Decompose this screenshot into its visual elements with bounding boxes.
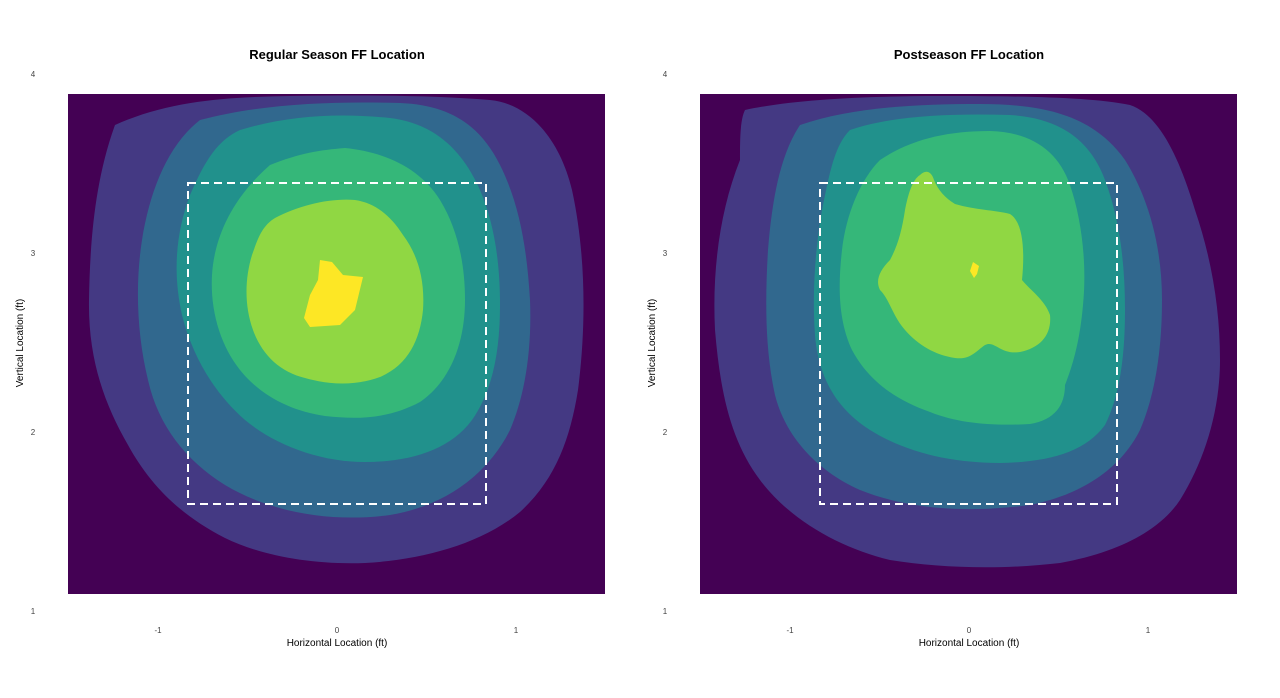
y-tick-label: 1 bbox=[31, 607, 36, 616]
x-tick-label: 1 bbox=[514, 626, 519, 635]
y-tick-labels: 4 3 2 1 bbox=[31, 70, 36, 616]
x-axis-title: Horizontal Location (ft) bbox=[919, 638, 1020, 649]
x-tick-label: 0 bbox=[335, 626, 340, 635]
x-tick-label: -1 bbox=[786, 626, 794, 635]
y-tick-label: 4 bbox=[663, 70, 668, 79]
y-tick-label: 3 bbox=[663, 249, 668, 258]
regular-season-panel: Regular Season FF Location 4 3 2 1 Verti… bbox=[15, 47, 605, 649]
y-axis-title: Vertical Location (ft) bbox=[15, 299, 26, 387]
density-contours bbox=[68, 94, 605, 594]
y-tick-label: 2 bbox=[663, 428, 668, 437]
contour-level-7 bbox=[970, 262, 979, 278]
chart-title: Regular Season FF Location bbox=[249, 47, 425, 62]
strike-zone bbox=[819, 182, 1118, 505]
postseason-panel: Postseason FF Location 4 3 2 1 Vertical … bbox=[647, 47, 1237, 649]
x-tick-label: -1 bbox=[154, 626, 162, 635]
chart-title: Postseason FF Location bbox=[894, 47, 1044, 62]
contour-level-7 bbox=[304, 260, 363, 327]
y-axis-title: Vertical Location (ft) bbox=[647, 299, 658, 387]
strike-zone bbox=[187, 182, 487, 505]
y-tick-label: 3 bbox=[31, 249, 36, 258]
x-axis-title: Horizontal Location (ft) bbox=[287, 638, 388, 649]
y-tick-label: 1 bbox=[663, 607, 668, 616]
x-tick-labels: -1 0 1 bbox=[786, 626, 1150, 635]
y-tick-labels: 4 3 2 1 bbox=[663, 70, 668, 616]
x-tick-label: 0 bbox=[967, 626, 972, 635]
y-tick-label: 4 bbox=[31, 70, 36, 79]
contour-level-6 bbox=[878, 171, 1051, 359]
x-tick-labels: -1 0 1 bbox=[154, 626, 518, 635]
x-tick-label: 1 bbox=[1146, 626, 1151, 635]
y-tick-label: 2 bbox=[31, 428, 36, 437]
density-contours bbox=[700, 94, 1237, 594]
